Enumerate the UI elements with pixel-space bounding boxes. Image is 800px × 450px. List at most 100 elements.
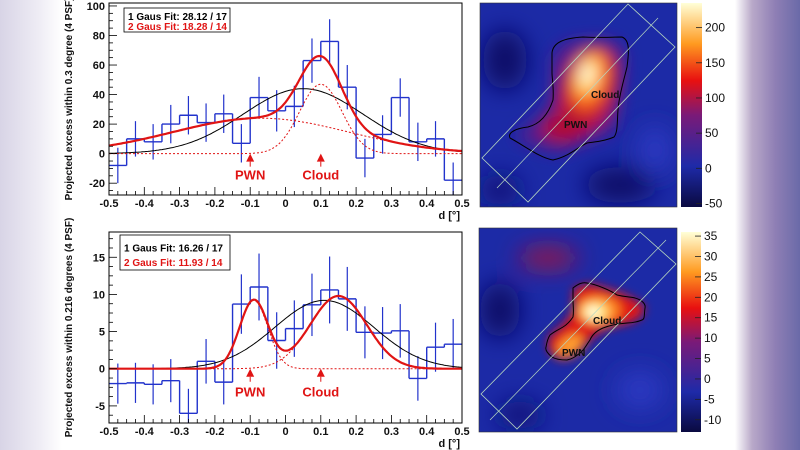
x-tick-label: -0.4 (135, 198, 155, 210)
bottom-colorbar (681, 232, 701, 432)
y-tick-label: 60 (93, 60, 105, 72)
colorbar-tick-label: -5 (704, 392, 715, 406)
y-tick-label: 80 (93, 30, 105, 42)
top-profile-chart: -0.5 -0.4 -0.3 -0.2 -0.1 0 0.1 0.2 0.3 0.4 0.5 -20 0… (64, 0, 470, 222)
y-axis-label: Projected excess within 0.3 degree (4 PS… (64, 0, 75, 200)
two-gauss-fit-curve (109, 294, 462, 370)
heatmap-label-cloud: Cloud (591, 90, 619, 101)
x-tick-label: -0.2 (205, 426, 224, 438)
colorbar-tick-label: 100 (705, 91, 725, 105)
x-tick-label: -0.4 (135, 426, 155, 438)
colorbar-tick-label: 35 (704, 229, 718, 243)
x-tick-label: -0.3 (170, 426, 189, 438)
x-tick-label: -0.2 (205, 198, 224, 210)
one-gauss-fit-curve (109, 88, 462, 154)
heatmap-label-cloud: Cloud (593, 316, 621, 327)
colorbar-tick-label: 0 (704, 372, 711, 386)
y-tick-label: 40 (93, 90, 105, 102)
y-tick-label: 0 (99, 149, 105, 161)
plot-area (109, 253, 462, 423)
x-tick-label: 0.5 (454, 198, 469, 210)
histogram-step-connectors (125, 286, 446, 414)
heatmap-label-pwn: PWN (562, 348, 585, 359)
x-axis-label: d [°] (438, 438, 460, 450)
x-tick-label: 0.3 (384, 426, 399, 438)
x-axis-label: d [°] (438, 210, 460, 222)
colorbar-tick-label: 5 (704, 352, 711, 366)
x-tick-label: 0 (282, 198, 288, 210)
y-tick-label: 15 (93, 252, 105, 264)
x-tick-label: -0.5 (100, 426, 119, 438)
heatmap-background-variations (480, 248, 665, 429)
legend-entry-one-gauss: 1 Gaus Fit: 28.12 / 17 (128, 12, 227, 23)
legend-entry-one-gauss: 1 Gaus Fit: 16.26 / 17 (124, 243, 223, 254)
annotation-arrow (316, 153, 325, 162)
x-tick-label: 0.1 (313, 426, 328, 438)
top-colorbar-ticks: 200 150 100 50 0 -50 (696, 21, 725, 210)
bottom-colorbar-ticks: 35 30 25 20 15 10 5 0 -5 -10 (695, 229, 722, 427)
y-tick-label: -20 (89, 178, 105, 190)
projection-axis-line (496, 17, 659, 189)
top-colorbar (681, 3, 702, 207)
colorbar-tick-label: 150 (705, 56, 725, 70)
top-heatmap: Cloud PWN (480, 3, 677, 207)
plot-area (109, 19, 462, 195)
colorbar-tick-label: 200 (705, 21, 725, 35)
y-tick-label: 20 (93, 119, 105, 131)
colorbar-tick-label: -10 (704, 413, 722, 427)
top-heatmap-frame (479, 2, 678, 208)
colorbar-tick-label: 0 (705, 161, 712, 175)
plot-frame (108, 231, 463, 424)
projection-region-box (481, 3, 676, 203)
y-tick-label: 0 (99, 364, 105, 376)
projection-region-box (480, 231, 677, 430)
colorbar-tick-label: 20 (704, 290, 718, 304)
heatmap-emission (547, 284, 645, 360)
histogram-step-connectors (125, 41, 446, 181)
y-tick-label: -5 (95, 401, 105, 413)
x-tick-label: 0.3 (384, 198, 399, 210)
heatmap-label-pwn: PWN (564, 120, 587, 131)
annotation-arrow (246, 368, 255, 377)
projection-axis-line (489, 239, 667, 421)
heatmap-emission (515, 39, 625, 152)
contour (545, 282, 646, 361)
y-tick-label: 5 (99, 327, 105, 339)
x-tick-label: 0 (282, 426, 288, 438)
annotation-label-pwn: PWN (235, 385, 265, 400)
x-tick-label: -0.1 (241, 426, 260, 438)
bottom-profile-chart: -0.5 -0.4 -0.3 -0.2 -0.1 0 0.1 0.2 0.3 0.4 0.5 -5 0 5… (64, 218, 470, 450)
annotation-label-cloud: Cloud (302, 385, 339, 400)
bottom-heatmap: Cloud PWN (479, 228, 677, 432)
x-tick-label: 0.2 (348, 426, 363, 438)
colorbar-tick-label: 50 (705, 126, 719, 140)
colorbar-tick-label: -50 (705, 196, 723, 210)
two-gauss-fit-curve (109, 54, 462, 153)
colorbar-tick-label: 15 (704, 311, 718, 325)
heatmap-background-variations (480, 30, 673, 205)
x-tick-label: 0.4 (419, 198, 435, 210)
colorbar-tick-label: 30 (704, 249, 718, 263)
two-gauss-component-0 (109, 299, 462, 370)
colorbar-tick-label: 10 (704, 331, 718, 345)
x-tick-label: -0.3 (170, 198, 189, 210)
y-tick-label: 100 (87, 1, 105, 13)
colorbar-tick-label: 25 (704, 270, 718, 284)
annotation-arrow (316, 368, 325, 377)
legend-entry-two-gauss: 2 Gaus Fit: 18.28 / 14 (128, 22, 227, 33)
plot-frame (108, 2, 463, 196)
x-tick-label: 0.4 (419, 426, 435, 438)
x-tick-label: 0.2 (348, 198, 363, 210)
x-tick-label: -0.1 (241, 198, 260, 210)
y-axis-label: Projected excess within 0.216 degrees (4… (64, 218, 75, 438)
legend-entry-two-gauss: 2 Gaus Fit: 11.93 / 14 (124, 258, 223, 269)
bottom-heatmap-frame (478, 227, 678, 433)
legend-box (119, 234, 231, 271)
annotation-arrow (246, 153, 255, 162)
annotation-label-pwn: PWN (235, 168, 265, 183)
x-tick-label: 0.5 (454, 426, 469, 438)
legend-box (123, 7, 231, 33)
x-tick-label: -0.5 (100, 198, 119, 210)
annotation-label-cloud: Cloud (302, 168, 339, 183)
